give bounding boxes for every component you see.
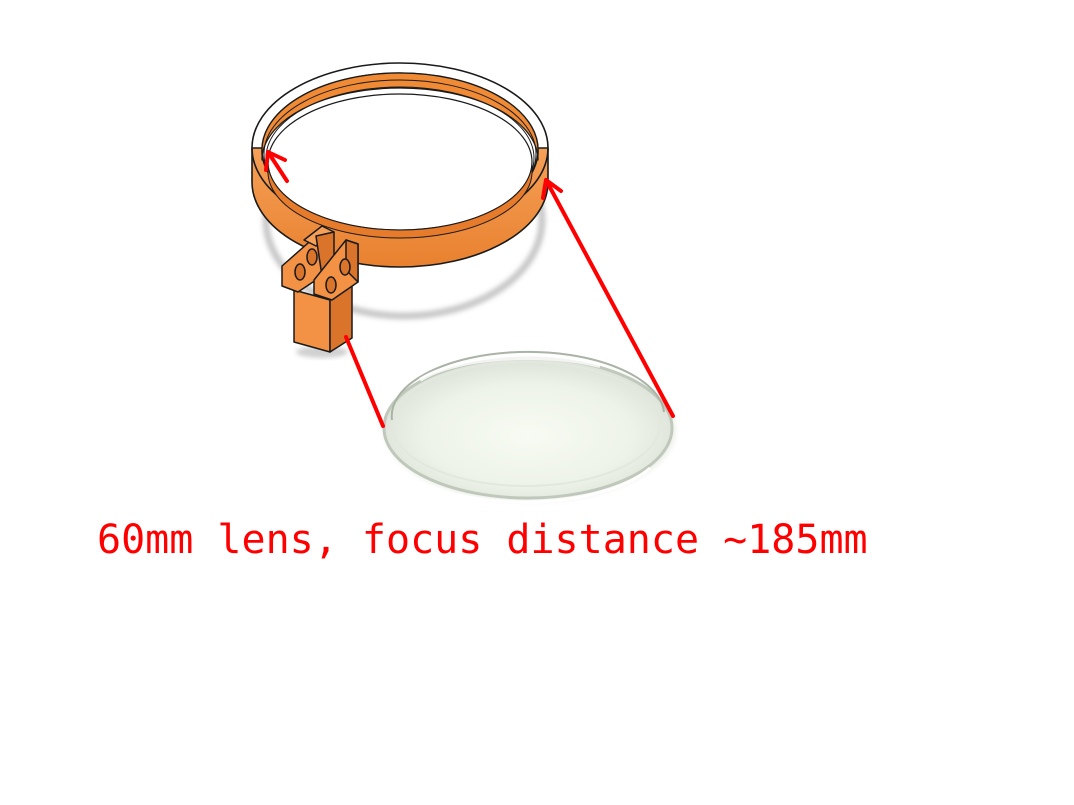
arrow-lower-line [344, 335, 385, 428]
arrow-right-line [544, 178, 675, 418]
mount-bracket [281, 225, 359, 353]
glass-lens-icon [382, 350, 676, 504]
caption-text: 60mm lens, focus distance ~185mm [97, 517, 868, 563]
lens-holder-ring-icon [251, 62, 549, 268]
arrow-left-line [266, 150, 289, 183]
insertion-arrows [264, 150, 675, 428]
arrow-right-head [541, 178, 563, 200]
arrow-left-head [264, 150, 287, 172]
